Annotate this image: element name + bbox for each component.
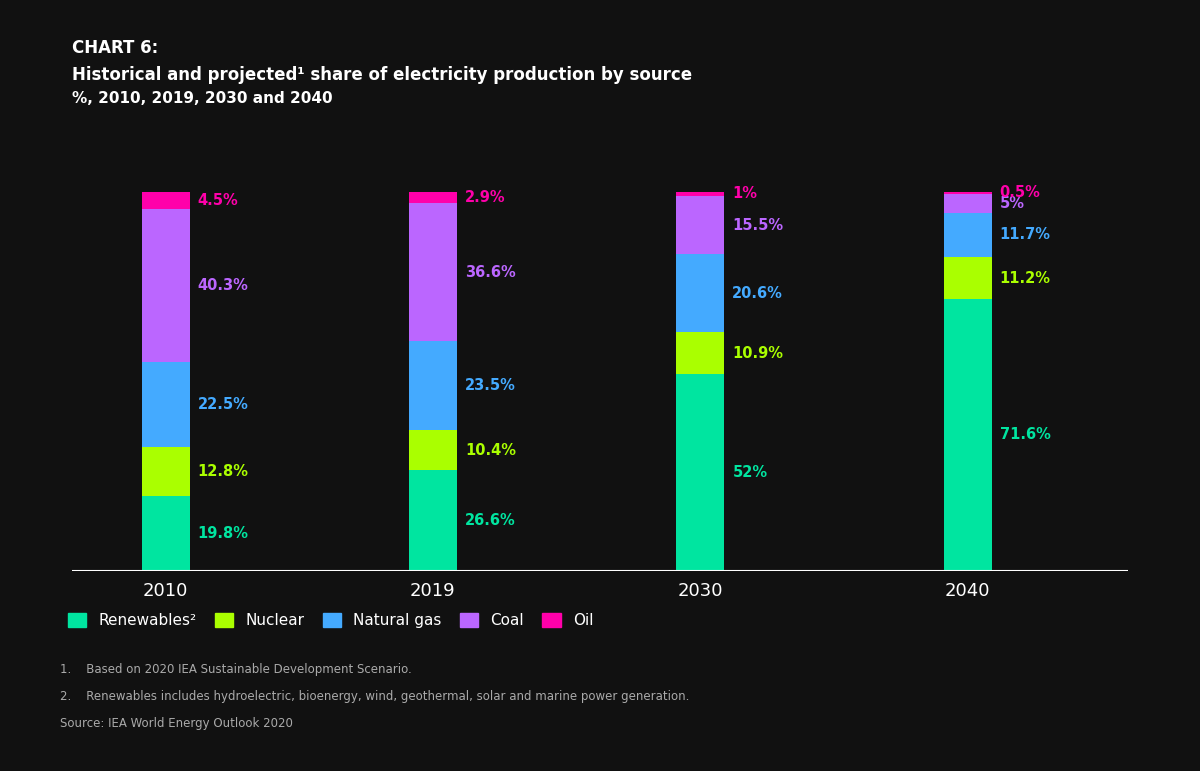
Text: 22.5%: 22.5% xyxy=(198,397,248,412)
Bar xyxy=(943,194,991,213)
Bar xyxy=(142,447,190,496)
Bar xyxy=(676,196,725,254)
Text: 10.9%: 10.9% xyxy=(732,345,784,361)
Bar xyxy=(676,192,725,196)
Text: 71.6%: 71.6% xyxy=(1000,427,1050,443)
Legend: Renewables², Nuclear, Natural gas, Coal, Oil: Renewables², Nuclear, Natural gas, Coal,… xyxy=(67,614,593,628)
Text: 2.    Renewables includes hydroelectric, bioenergy, wind, geothermal, solar and : 2. Renewables includes hydroelectric, bi… xyxy=(60,690,689,703)
Text: 11.2%: 11.2% xyxy=(1000,271,1051,286)
Bar xyxy=(943,192,991,194)
Text: 36.6%: 36.6% xyxy=(464,264,516,280)
Text: 1%: 1% xyxy=(732,187,757,201)
Bar xyxy=(409,470,457,571)
Text: 5%: 5% xyxy=(1000,196,1025,210)
Text: 52%: 52% xyxy=(732,465,768,480)
Text: %, 2010, 2019, 2030 and 2040: %, 2010, 2019, 2030 and 2040 xyxy=(72,91,332,106)
Text: 23.5%: 23.5% xyxy=(464,379,516,393)
Bar xyxy=(409,203,457,342)
Text: 40.3%: 40.3% xyxy=(198,278,248,293)
Bar xyxy=(943,299,991,571)
Text: 1.    Based on 2020 IEA Sustainable Development Scenario.: 1. Based on 2020 IEA Sustainable Develop… xyxy=(60,663,412,676)
Bar xyxy=(142,192,190,210)
Bar xyxy=(409,430,457,470)
Text: 19.8%: 19.8% xyxy=(198,526,248,540)
Text: Source: IEA World Energy Outlook 2020: Source: IEA World Energy Outlook 2020 xyxy=(60,717,293,730)
Bar xyxy=(676,374,725,571)
Text: Historical and projected¹ share of electricity production by source: Historical and projected¹ share of elect… xyxy=(72,66,692,83)
Text: CHART 6:: CHART 6: xyxy=(72,39,158,56)
Text: 15.5%: 15.5% xyxy=(732,217,784,233)
Bar xyxy=(142,210,190,362)
Text: 4.5%: 4.5% xyxy=(198,194,239,208)
Bar xyxy=(943,257,991,299)
Bar xyxy=(676,332,725,374)
Bar xyxy=(943,213,991,257)
Text: 11.7%: 11.7% xyxy=(1000,227,1051,242)
Bar xyxy=(676,254,725,332)
Text: 20.6%: 20.6% xyxy=(732,286,784,301)
Text: 26.6%: 26.6% xyxy=(464,513,516,527)
Bar xyxy=(142,496,190,571)
Bar xyxy=(409,192,457,203)
Text: 2.9%: 2.9% xyxy=(464,190,505,205)
Text: 0.5%: 0.5% xyxy=(1000,185,1040,200)
Text: 12.8%: 12.8% xyxy=(198,464,248,479)
Bar xyxy=(142,362,190,447)
Text: 10.4%: 10.4% xyxy=(464,443,516,458)
Bar xyxy=(409,342,457,430)
